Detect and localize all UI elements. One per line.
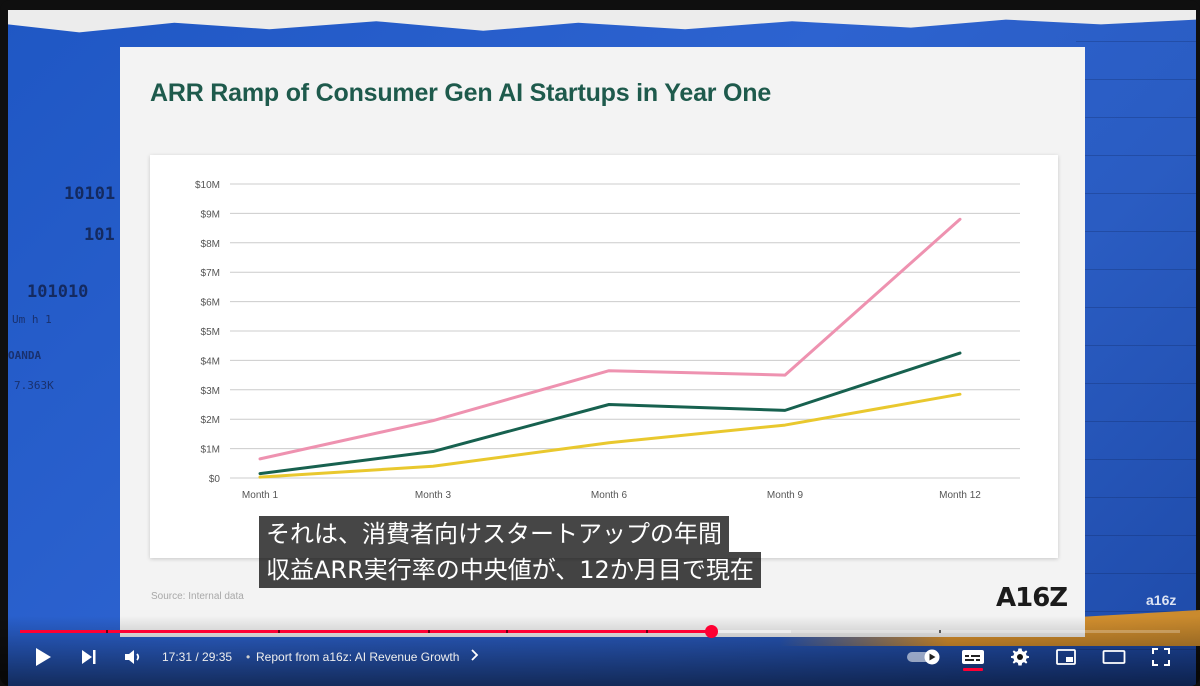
settings-button[interactable] [1007,644,1033,670]
y-tick-label: $0 [209,474,221,485]
background-binary-text: 101 [84,225,115,245]
fullscreen-button[interactable] [1148,644,1174,670]
chevron-right-icon[interactable] [470,646,480,669]
chapter-separator: • [246,650,251,664]
volume-icon [125,650,140,664]
theater-mode-icon [1102,650,1126,664]
chapter-marker [938,630,941,633]
subtitles-active-indicator [963,668,983,671]
y-tick-label: $10M [195,180,220,191]
series-line [258,217,962,461]
chart-card: $0 $1M $2M $3M $4M $5M $6M $7M $8M $9M $10M Month … [150,155,1058,558]
chapter-marker [277,630,280,633]
autoplay-toggle-icon [907,649,940,665]
chapter-marker [646,630,649,633]
background-binary-text: 101010 [27,282,89,302]
source-note: Source: Internal data [151,591,244,602]
play-icon [36,648,51,666]
subtitles-button[interactable] [960,644,986,670]
background-small-text: Um h 1 [12,313,52,326]
autoplay-toggle[interactable] [905,644,943,670]
controls-gradient [0,616,1200,686]
a16z-logo: A16Z [996,583,1068,613]
chapter-marker [506,630,509,633]
chapter-marker [105,630,108,633]
x-tick-label: Month 6 [591,490,628,501]
x-tick-label: Month 9 [767,490,804,501]
y-tick-label: $8M [201,239,220,250]
y-tick-label: $4M [201,356,220,367]
background-binary-text: 10101 [64,184,116,204]
caption-line: 収益ARR実行率の中央値が、12か月目で現在 [259,552,761,588]
x-tick-label: Month 3 [415,490,452,501]
y-tick-label: $7M [201,268,220,279]
x-tick-label: Month 12 [939,490,981,501]
y-tick-label: $1M [201,445,220,456]
line-chart: $0 $1M $2M $3M $4M $5M $6M $7M $8M $9M $10M Month … [195,180,1020,501]
y-tick-label: $2M [201,415,220,426]
x-tick-label: Month 1 [242,490,279,501]
skip-next-icon [82,650,96,664]
series-line [258,392,962,479]
theater-mode-button[interactable] [1100,644,1128,670]
y-tick-label: $9M [201,209,220,220]
progress-played [20,630,712,633]
time-display: 17:31 / 29:35 [162,650,233,664]
background-small-text: 7.363K [14,379,54,392]
channel-watermark[interactable]: a16z [1146,592,1177,608]
closed-captions-icon [962,650,984,664]
miniplayer-icon [1056,649,1076,665]
handwritten-paper-decoration [1076,10,1196,650]
y-tick-label: $5M [201,327,220,338]
progress-bar[interactable] [20,630,1180,633]
play-button[interactable] [30,644,56,670]
y-tick-label: $6M [201,298,220,309]
background-small-text: OANDA [8,349,42,362]
slide-title: ARR Ramp of Consumer Gen AI Startups in … [150,79,772,107]
chapter-marker [428,630,431,633]
next-button[interactable] [76,644,102,670]
caption-line: それは、消費者向けスタートアップの年間 [259,516,729,552]
chapter-title[interactable]: Report from a16z: AI Revenue Growth [256,650,460,664]
gear-icon [1011,648,1029,666]
progress-scrubber-handle[interactable] [704,625,718,638]
y-tick-label: $3M [201,386,220,397]
mute-button[interactable] [120,644,146,670]
series-line [258,351,962,476]
subtitle-captions: それは、消費者向けスタートアップの年間 収益ARR実行率の中央値が、12か月目で… [259,516,761,588]
miniplayer-button[interactable] [1053,644,1079,670]
fullscreen-icon [1152,648,1170,666]
